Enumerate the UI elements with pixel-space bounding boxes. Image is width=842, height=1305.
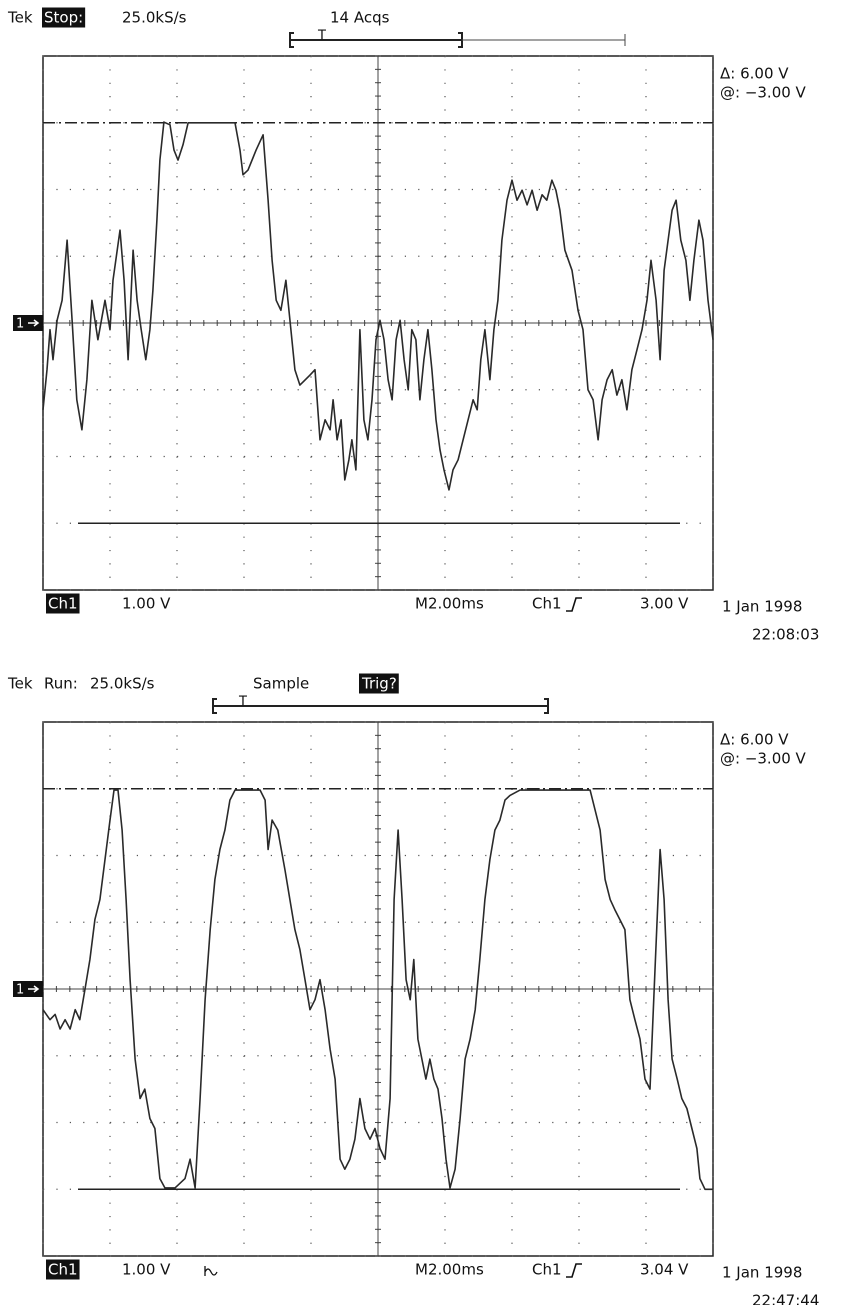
time: 22:08:03: [752, 626, 819, 644]
channel-marker-arrow: [28, 319, 40, 327]
trigger-position-marker: T: [317, 29, 326, 44]
trigger-level: 3.04 V: [640, 1261, 689, 1279]
channel-marker-arrow: [28, 985, 40, 993]
trigger-slope-icon: [566, 1263, 582, 1278]
record-bracket: [289, 32, 463, 48]
time: 22:47:44: [752, 1292, 819, 1305]
volts-per-div: 1.00 V: [122, 595, 171, 613]
channel-marker: 1: [16, 983, 24, 998]
inverted-label-box: [46, 593, 80, 614]
sample-rate: 25.0kS/s: [90, 675, 155, 693]
record-bracket: [212, 698, 549, 714]
brand: Tek: [7, 9, 33, 27]
volts-per-div: 1.00 V: [122, 1261, 171, 1279]
trigger-source: Ch1: [532, 1261, 562, 1279]
record-extent: [462, 34, 626, 46]
status: Run:: [44, 675, 78, 693]
trigger-position-marker: T: [238, 695, 247, 710]
status: Stop:: [44, 9, 83, 27]
acquisition: Sample: [253, 675, 309, 693]
inverted-label-box: [359, 673, 399, 694]
trigger-level: 3.00 V: [640, 595, 689, 613]
cursor-position: @: −3.00 V: [720, 84, 807, 102]
brand: Tek: [7, 675, 33, 693]
bandwidth-limit-icon: [204, 1266, 218, 1276]
trigger-status: Trig?: [361, 675, 397, 693]
date: 1 Jan 1998: [722, 598, 802, 616]
sample-rate: 25.0kS/s: [122, 9, 187, 27]
inverted-label-box: [42, 7, 86, 28]
timebase: M2.00ms: [415, 595, 484, 613]
waveform: [42, 121, 714, 491]
waveform: [42, 789, 713, 1191]
acquisition: 14 Acqs: [330, 9, 390, 27]
cursor-position: @: −3.00 V: [720, 750, 807, 768]
channel: Ch1: [48, 595, 78, 613]
channel: Ch1: [48, 1261, 78, 1279]
inverted-label-box: [46, 1259, 80, 1280]
cursor-delta: Δ: 6.00 V: [720, 731, 789, 749]
trigger-source: Ch1: [532, 595, 562, 613]
trigger-slope-icon: [566, 597, 582, 612]
cursor-delta: Δ: 6.00 V: [720, 65, 789, 83]
timebase: M2.00ms: [415, 1261, 484, 1279]
channel-marker: 1: [16, 317, 24, 332]
date: 1 Jan 1998: [722, 1264, 802, 1282]
